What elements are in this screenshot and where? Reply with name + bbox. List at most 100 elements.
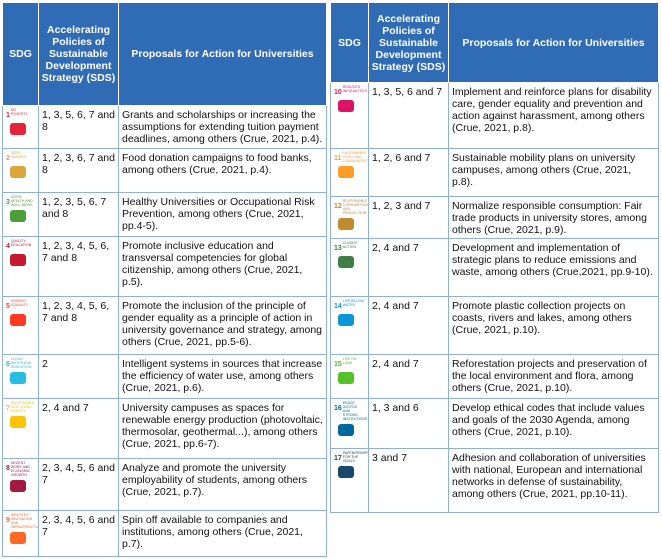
sds-cell: 2, 4 and 7: [368, 296, 449, 355]
proposal-cell: Promote the inclusion of the principle o…: [118, 296, 327, 355]
sdg-icon-cell: 2ZERO HUNGER: [2, 148, 39, 193]
row: 11SUSTAINABLE CITIES AND COMMUNITIES 1, 2…: [330, 148, 659, 197]
table: SDG Accelerating Policies of Sustainable …: [330, 2, 659, 513]
sdg-glyph: [10, 480, 26, 492]
sds-cell: 1, 2, 3, 4, 5, 6, 7 and 8: [38, 296, 119, 355]
sdg-number: 1: [6, 112, 10, 119]
sds-cell: 2, 3, 4, 5, 6 and 7: [38, 510, 119, 557]
sds-cell: 1, 2, 3 and 7: [368, 196, 449, 239]
sdg-number: 8: [6, 465, 10, 472]
sdg-icon-cell: 7AFFORDABLE AND CLEAN ENERGY: [2, 398, 39, 459]
sdg-glyph: [338, 218, 354, 230]
sdg-glyph: [338, 372, 354, 384]
row: 10REDUCED INEQUALITIES 1, 3, 5, 6 and 7 Im…: [330, 82, 659, 149]
sds-cell: 2, 3, 4, 5, 6 and 7: [38, 458, 119, 511]
sdg-number: 4: [6, 243, 10, 250]
row: 14LIFE BELOW WATER 2, 4 and 7 Promote plas…: [330, 296, 659, 355]
proposal-cell: University campuses as spaces for renewa…: [118, 398, 327, 459]
sdg-label: NO POVERTY: [10, 108, 28, 116]
sdg-label: DECENT WORK AND ECONOMIC GROWTH: [10, 461, 31, 477]
sdg-label: RESPONSIBLE CONSUMPTION AND PRODUCTION: [342, 199, 369, 215]
sds-cell: 2: [38, 354, 119, 399]
sdg-icon-cell: 15LIFE ON LAND: [330, 354, 369, 399]
proposal-cell: Promote inclusive education and transver…: [118, 236, 327, 297]
proposal-cell: Grants and scholarships or increasing th…: [118, 105, 327, 149]
row: 16PEACE, JUSTICE AND STRONG INSTITUTIONS…: [330, 398, 659, 449]
sdg-label: SUSTAINABLE CITIES AND COMMUNITIES: [342, 151, 368, 163]
sdg-icon-cell: 16PEACE, JUSTICE AND STRONG INSTITUTIONS: [330, 398, 369, 449]
proposal-cell: Spin off available to companies and inst…: [118, 510, 327, 557]
sdg-glyph: [10, 314, 26, 326]
row: 6CLEAN WATER AND SANITATION 2 Intelligent …: [2, 354, 327, 399]
proposal-cell: Adhesion and collaboration of universiti…: [448, 448, 659, 513]
sdg-label: GENDER EQUALITY: [10, 299, 29, 307]
sds-cell: 1, 3 and 6: [368, 398, 449, 449]
sdg-number: 2: [6, 155, 10, 162]
row: 15LIFE ON LAND 2, 4 and 7 Reforestation pr…: [330, 354, 659, 399]
row: 1NO POVERTY 1, 3, 5, 6, 7 and 8 Grants and…: [2, 105, 327, 149]
sdg-glyph: [338, 100, 354, 112]
sdg-glyph: [10, 210, 26, 222]
header-cell: Proposals for Action for Universities: [118, 2, 327, 106]
proposal-cell: Implement and reinforce plans for disabi…: [448, 82, 659, 149]
sds-cell: 1, 2, 3, 5, 6, 7 and 8: [38, 192, 119, 237]
header-cell: Accelerating Policies of Sustainable Dev…: [368, 2, 449, 83]
row: 8DECENT WORK AND ECONOMIC GROWTH 2, 3, 4,…: [2, 458, 327, 511]
row: 3GOOD HEALTH AND WELL-BEING 1, 2, 3, 5, 6…: [2, 192, 327, 237]
row: 7AFFORDABLE AND CLEAN ENERGY 2, 4 and 7 Un…: [2, 398, 327, 459]
sdg-label: REDUCED INEQUALITIES: [342, 85, 367, 93]
sdg-number: 17: [334, 455, 342, 462]
sdg-label: CLEAN WATER AND SANITATION: [10, 357, 32, 369]
sds-cell: 1, 3, 5, 6, 7 and 8: [38, 105, 119, 149]
row: 9INDUSTRY, INNOVATION AND INFRASTRUCTURE…: [2, 510, 327, 557]
proposal-cell: Development and implementation of strate…: [448, 238, 659, 297]
sdg-glyph: [338, 424, 354, 436]
sdg-icon-cell: 10REDUCED INEQUALITIES: [330, 82, 369, 149]
sdg-icon-cell: 17PARTNERSHIPS FOR THE GOALS: [330, 448, 369, 513]
sds-cell: 2, 4 and 7: [368, 354, 449, 399]
sds-cell: 2, 4 and 7: [38, 398, 119, 459]
sdg-glyph: [10, 166, 26, 178]
sdg-label: LIFE BELOW WATER: [342, 299, 364, 307]
sdg-number: 6: [6, 361, 10, 368]
row: 13CLIMATE ACTION 2, 4 and 7 Development an…: [330, 238, 659, 297]
sdg-number: 3: [6, 199, 10, 206]
proposal-cell: Analyze and promote the university emplo…: [118, 458, 327, 511]
sdg-number: 7: [6, 405, 10, 412]
sdg-number: 10: [334, 89, 342, 96]
proposal-cell: Intelligent systems in sources that incr…: [118, 354, 327, 399]
sdg-glyph: [10, 372, 26, 384]
sdg-icon-cell: 9INDUSTRY, INNOVATION AND INFRASTRUCTURE: [2, 510, 39, 557]
sdg-glyph: [338, 314, 354, 326]
sds-cell: 1, 2, 6 and 7: [368, 148, 449, 197]
sdg-number: 9: [6, 517, 10, 524]
sdg-number: 15: [334, 361, 342, 368]
sdg-icon-cell: 13CLIMATE ACTION: [330, 238, 369, 297]
sds-cell: 2, 4 and 7: [368, 238, 449, 297]
sdg-number: 14: [334, 303, 342, 310]
sdg-label: GOOD HEALTH AND WELL-BEING: [10, 195, 33, 207]
table: SDG Accelerating Policies of Sustainable …: [2, 2, 327, 557]
row: 17PARTNERSHIPS FOR THE GOALS 3 and 7 Adhes…: [330, 448, 659, 513]
sdg-label: INDUSTRY, INNOVATION AND INFRASTRUCTURE: [10, 513, 39, 529]
sdg-number: 11: [334, 155, 342, 162]
sdg-glyph: [338, 466, 354, 478]
header-cell: Accelerating Policies of Sustainable Dev…: [38, 2, 119, 106]
sdg-icon-cell: 3GOOD HEALTH AND WELL-BEING: [2, 192, 39, 237]
header-cell: SDG: [2, 2, 39, 106]
sdg-number: 12: [334, 203, 342, 210]
proposal-cell: Promote plastic collection projects on c…: [448, 296, 659, 355]
row: 12RESPONSIBLE CONSUMPTION AND PRODUCTION…: [330, 196, 659, 239]
sdg-glyph: [10, 532, 26, 544]
sdg-icon-cell: 1NO POVERTY: [2, 105, 39, 149]
proposal-cell: Healthy Universities or Occupational Ris…: [118, 192, 327, 237]
row: 4QUALITY EDUCATION 1, 2, 3, 4, 5, 6, 7 an…: [2, 236, 327, 297]
sds-cell: 1, 3, 5, 6 and 7: [368, 82, 449, 149]
proposal-cell: Sustainable mobility plans on university…: [448, 148, 659, 197]
sdg-glyph: [10, 416, 26, 428]
proposal-cell: Food donation campaigns to food banks, a…: [118, 148, 327, 193]
row: 2ZERO HUNGER 1, 2, 3, 6, 7 and 8 Food dona…: [2, 148, 327, 193]
sdg-label: CLIMATE ACTION: [342, 241, 358, 249]
sdg-label: QUALITY EDUCATION: [10, 239, 32, 247]
